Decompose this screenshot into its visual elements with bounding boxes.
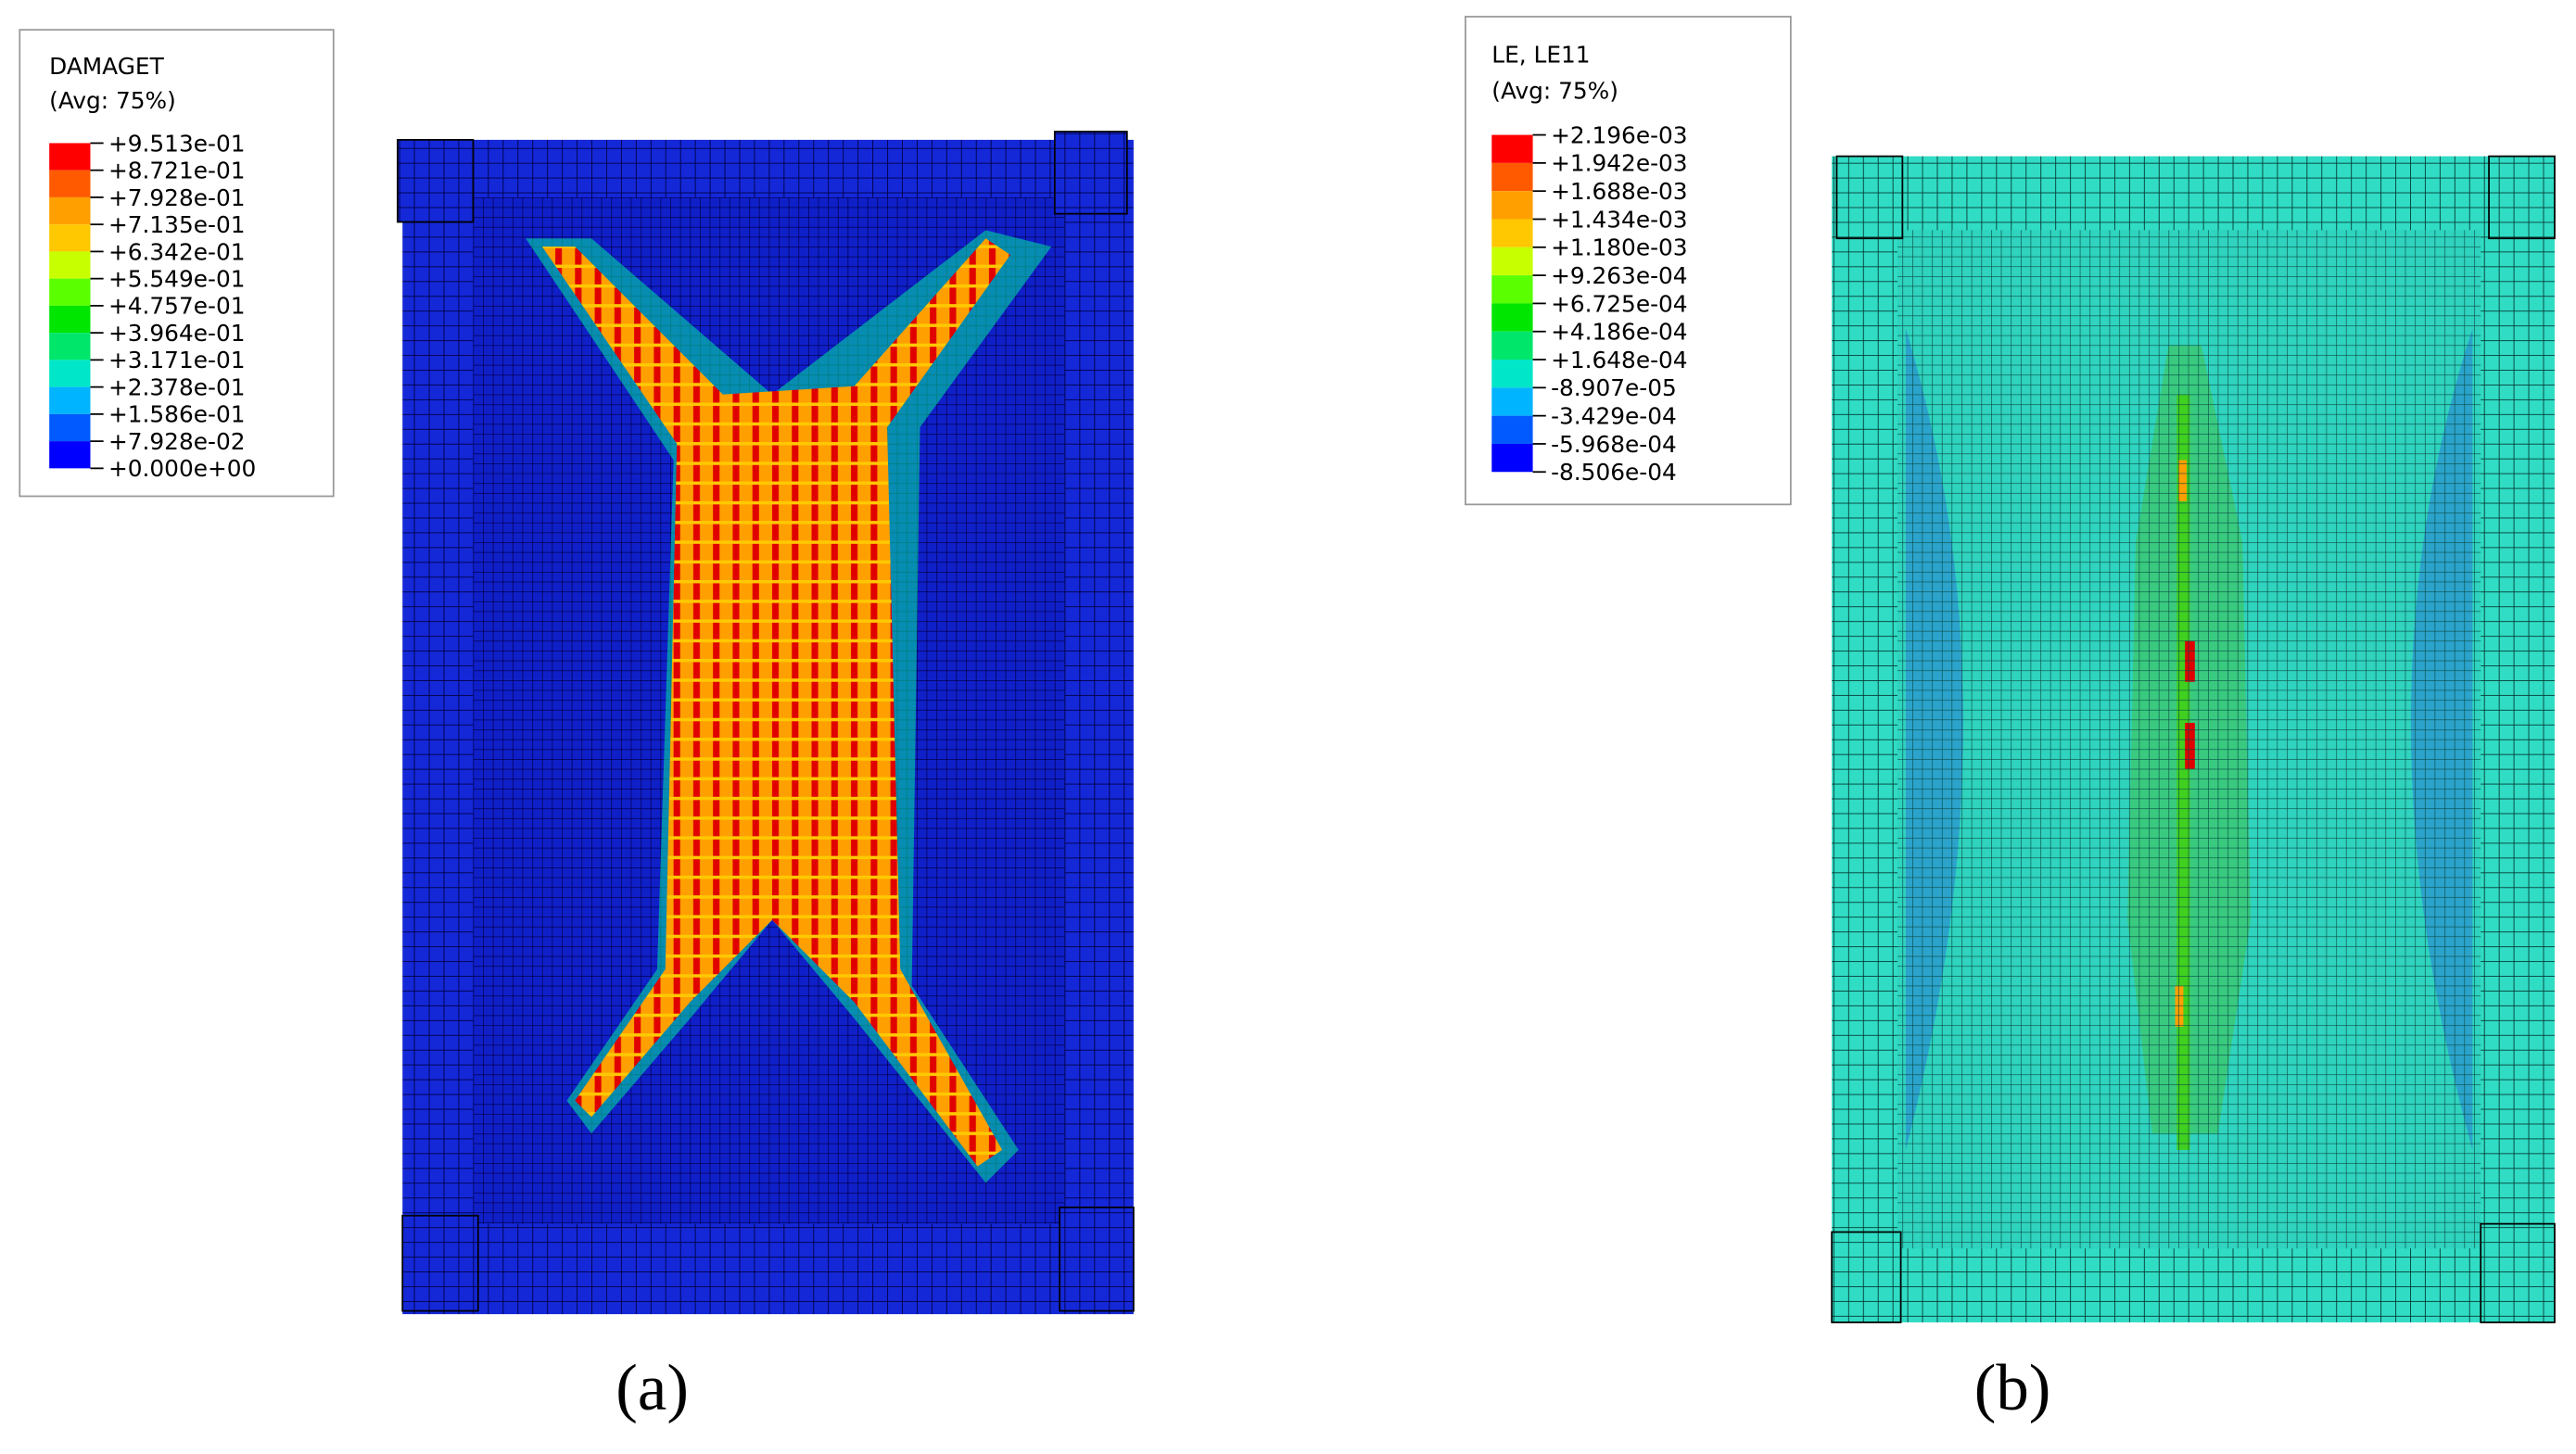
legend-swatch	[1491, 331, 1533, 360]
legend-swatch	[1491, 360, 1533, 388]
legend-level: +9.513e-01	[108, 130, 246, 157]
legend-level: +1.648e-04	[1551, 347, 1688, 373]
legend-level: +4.186e-04	[1551, 319, 1688, 346]
legend-swatch	[49, 278, 91, 306]
legend-level: +2.378e-01	[108, 373, 246, 400]
legend-level: +7.928e-01	[108, 184, 246, 211]
model-b	[1831, 155, 2556, 1323]
legend-swatch	[1491, 303, 1533, 332]
mesh	[1897, 230, 2481, 1249]
legend-level: -5.968e-04	[1551, 431, 1677, 458]
legend-swatch	[49, 305, 91, 334]
legend-level: +1.942e-03	[1551, 150, 1688, 177]
corner-block	[1053, 131, 1128, 215]
legend-level: +3.171e-01	[108, 347, 246, 373]
legend-level: +3.964e-01	[108, 320, 246, 347]
corner-block	[1835, 155, 1904, 240]
legend-swatch	[49, 386, 91, 414]
legend-level: +7.135e-01	[108, 211, 246, 238]
legend-subtitle: (Avg: 75%)	[49, 87, 176, 114]
legend-level: +5.549e-01	[108, 266, 246, 293]
legend-level: +6.725e-04	[1551, 290, 1688, 317]
legend-title: DAMAGET	[49, 53, 164, 80]
legend-swatch	[49, 143, 91, 171]
legend-swatch	[1491, 415, 1533, 444]
corner-block	[401, 1214, 479, 1312]
legend-level: +1.180e-03	[1551, 234, 1688, 261]
legend-level: +4.757e-01	[108, 293, 246, 320]
corner-block	[1059, 1207, 1135, 1312]
legend-swatch	[1491, 191, 1533, 220]
legend-swatch	[1491, 387, 1533, 416]
legend-level: +2.196e-03	[1551, 121, 1688, 148]
legend-level: -8.907e-05	[1551, 374, 1677, 401]
legend-swatch	[49, 196, 91, 225]
panel-label: (b)	[1974, 1352, 2051, 1424]
legend-swatch	[49, 333, 91, 360]
legend-swatch	[49, 441, 91, 469]
legend-swatch	[1491, 162, 1533, 192]
damage-core	[541, 238, 1010, 1167]
legend-level: -3.429e-04	[1551, 403, 1677, 430]
legend-level: +9.263e-04	[1551, 262, 1688, 289]
legend-level: +1.586e-01	[108, 401, 246, 428]
legend-level: +1.434e-03	[1551, 206, 1688, 233]
legend-swatch	[49, 360, 91, 387]
legend-level: +0.000e+00	[108, 455, 256, 482]
corner-block	[2480, 1222, 2556, 1323]
legend-title: LE, LE11	[1491, 42, 1590, 69]
legend-swatch	[1491, 275, 1533, 304]
legend-level: +7.928e-02	[108, 428, 246, 455]
legend-level: -8.506e-04	[1551, 459, 1677, 486]
legend-swatch	[1491, 443, 1533, 473]
corner-block	[397, 139, 475, 223]
legend-swatch	[1491, 247, 1533, 276]
legend-swatch	[49, 251, 91, 279]
legend-swatch	[49, 224, 91, 252]
legend-level: +8.721e-01	[108, 158, 246, 184]
legend-swatch	[49, 170, 91, 197]
corner-block	[2488, 155, 2556, 240]
legend-level: +6.342e-01	[108, 238, 246, 265]
legend-swatch	[1491, 134, 1533, 163]
legend-subtitle: (Avg: 75%)	[1491, 78, 1618, 105]
legend-level: +1.688e-03	[1551, 178, 1688, 205]
model-a	[397, 131, 1135, 1315]
panel-label: (a)	[615, 1352, 689, 1424]
legend-swatch	[1491, 219, 1533, 247]
legend-swatch	[49, 413, 91, 442]
corner-block	[1831, 1231, 1902, 1323]
